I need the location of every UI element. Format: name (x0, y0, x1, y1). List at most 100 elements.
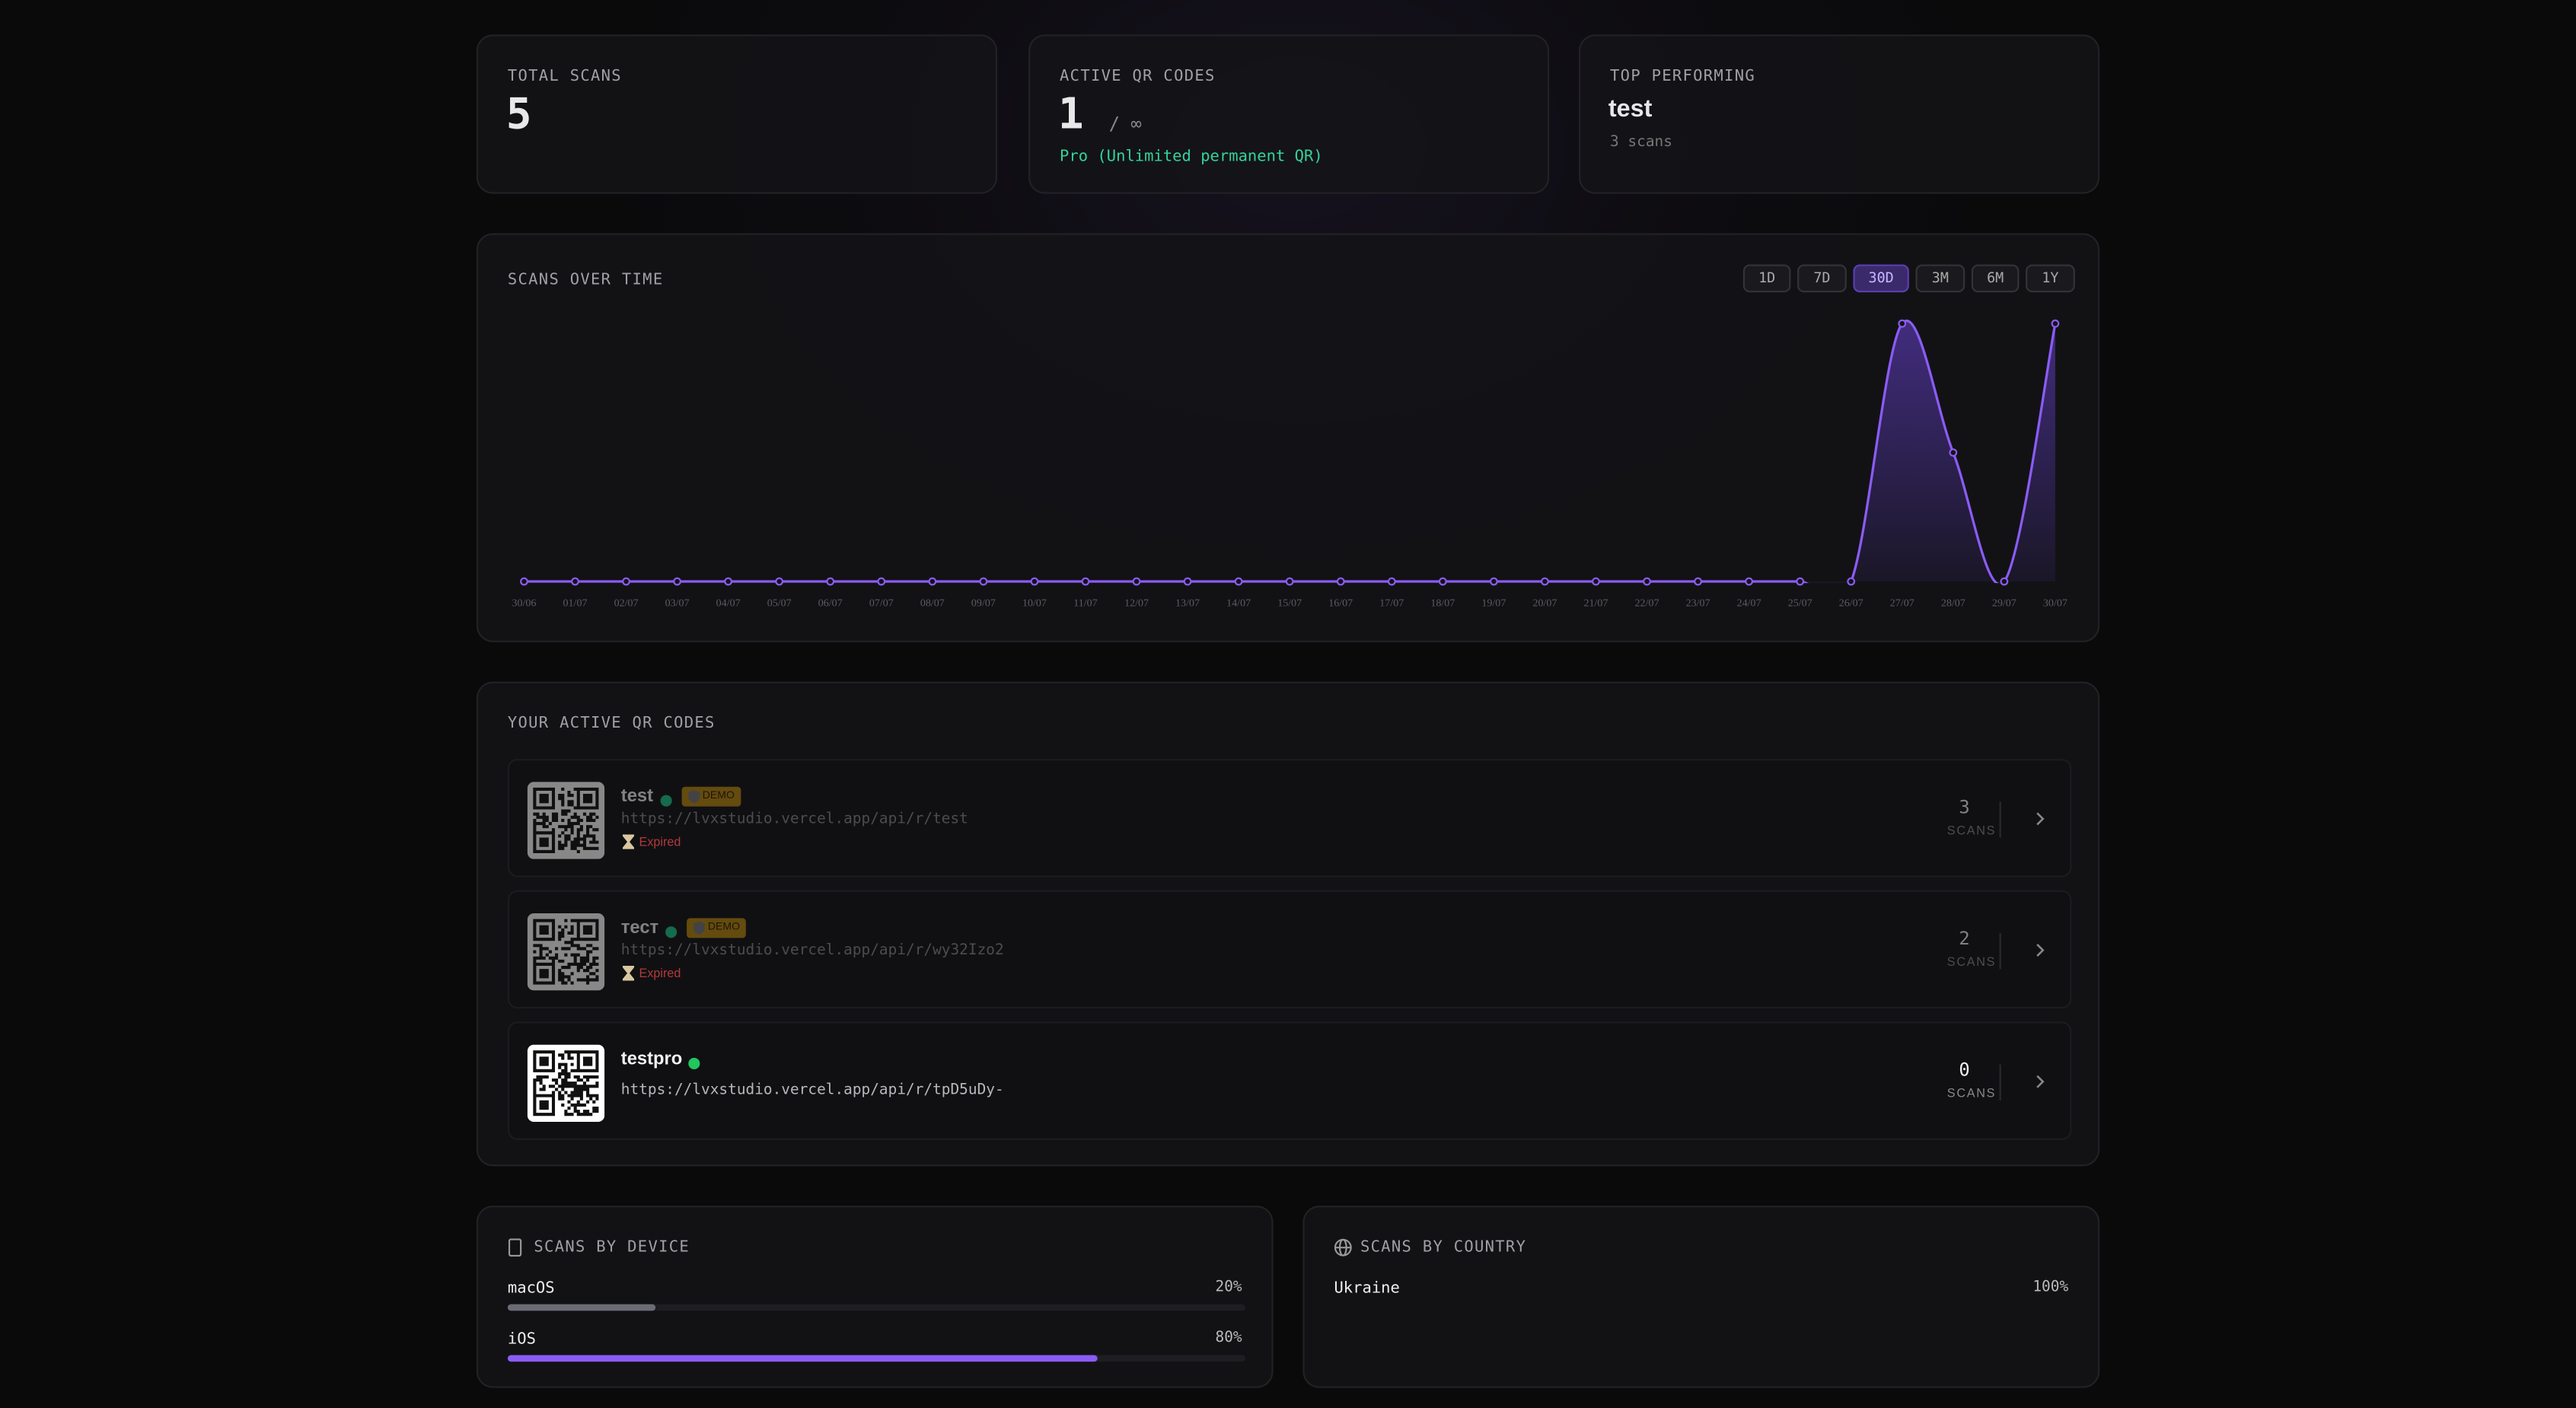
x-tick-label: 05/07 (767, 597, 792, 609)
stat-value: 5 (505, 90, 532, 140)
x-tick-label: 09/07 (971, 597, 996, 609)
range-button[interactable]: 6M (1971, 264, 2020, 293)
qr-name: test (620, 786, 654, 807)
point (1489, 577, 1498, 586)
stat-card: ACTIVE QR CODES 1 / ∞ Pro (Unlimited per… (1028, 34, 1550, 194)
demo-badge: DEMO (681, 786, 741, 807)
x-tick-label: 11/07 (1073, 597, 1097, 609)
point (1898, 319, 1907, 328)
scan-label: SCANS (1946, 823, 1997, 838)
item-percent: 20% (1215, 1279, 1242, 1296)
qr-name: тест (620, 918, 659, 938)
point (1796, 577, 1805, 586)
point (928, 577, 937, 586)
range-button[interactable]: 1Y (2026, 264, 2075, 293)
scan-count: 0 (1959, 1059, 1970, 1081)
section-title: SCANS BY COUNTRY (1360, 1238, 1527, 1257)
x-tick-label: 28/07 (1941, 597, 1965, 609)
x-tick-label: 16/07 (1328, 597, 1353, 609)
point (1592, 577, 1600, 586)
x-tick-label: 25/07 (1788, 597, 1812, 609)
x-tick-label: 10/07 (1022, 597, 1047, 609)
chevron-icon[interactable] (2036, 943, 2045, 957)
qr-url: https://lvxstudio.vercel.app/api/r/tpD5u… (620, 1082, 1004, 1099)
status-label: Expired (639, 966, 681, 981)
item-percent: 80% (1215, 1330, 1242, 1347)
bar-fill (507, 1355, 1098, 1362)
chart-card: SCANS OVER TIME 30/06 01/07 02/07 03/07 04/0… (476, 233, 2100, 642)
item-name: macOS (507, 1279, 555, 1298)
point (571, 577, 579, 586)
divider (1999, 932, 2001, 970)
point (724, 577, 733, 586)
stat-label: TOP PERFORMING (1610, 67, 1756, 86)
chevron-icon[interactable] (2036, 811, 2045, 826)
qr-pattern (533, 1050, 599, 1117)
status-dot (665, 926, 677, 938)
chart-title: SCANS OVER TIME (507, 271, 664, 289)
status-label: Expired (639, 834, 681, 849)
x-tick-label: 15/07 (1277, 597, 1302, 609)
hourglass-icon (622, 966, 635, 981)
point (1387, 577, 1396, 586)
x-tick-label: 30/06 (512, 597, 536, 609)
point (2051, 319, 2060, 328)
device-card: SCANS BY DEVICE macOS 20% iOS 80% (476, 1206, 1274, 1388)
range-button[interactable]: 7D (1797, 264, 1847, 293)
qr-row[interactable]: тест DEMO https://lvxstudio.vercel.app/api… (507, 890, 2072, 1009)
point (1183, 577, 1192, 586)
x-tick-label: 17/07 (1379, 597, 1404, 609)
qr-row[interactable]: testpro https://lvxstudio.vercel.app/api/… (507, 1021, 2072, 1140)
range-button[interactable]: 3M (1915, 264, 1965, 293)
point (622, 577, 630, 586)
x-tick-label: 06/07 (818, 597, 843, 609)
item-name: Ukraine (1334, 1279, 1400, 1298)
qr-image (527, 1044, 605, 1123)
x-tick-label: 30/07 (2043, 597, 2067, 609)
point (1643, 577, 1651, 586)
x-tick-label: 21/07 (1584, 597, 1608, 609)
point (1132, 577, 1141, 586)
phone-icon (508, 1238, 522, 1257)
x-tick-label: 02/07 (614, 597, 639, 609)
point (1336, 577, 1345, 586)
country-card: SCANS BY COUNTRY Ukraine 100% (1302, 1206, 2100, 1388)
point (877, 577, 886, 586)
item-percent: 100% (2032, 1279, 2069, 1296)
section-title: YOUR ACTIVE QR CODES (507, 714, 716, 733)
qr-pattern (533, 919, 599, 985)
range-button[interactable]: 1D (1742, 264, 1791, 293)
point (1847, 577, 1856, 586)
stat-limit: / ∞ (1108, 113, 1142, 135)
point (1081, 577, 1090, 586)
x-tick-label: 23/07 (1686, 597, 1710, 609)
x-tick-label: 01/07 (563, 597, 588, 609)
hourglass-icon (622, 834, 635, 849)
range-button[interactable]: 30D (1853, 264, 1909, 293)
chevron-icon[interactable] (2036, 1074, 2045, 1088)
scan-label: SCANS (1946, 954, 1997, 970)
item-name: iOS (507, 1330, 536, 1349)
plot (524, 320, 2057, 584)
x-tick-label: 14/07 (1226, 597, 1251, 609)
qr-image (527, 782, 605, 859)
section-title: SCANS BY DEVICE (534, 1238, 690, 1257)
plan-label: Pro (Unlimited permanent QR) (1060, 148, 1323, 166)
top-detail: 3 scans (1610, 134, 1672, 151)
badge-text: DEMO (707, 921, 740, 933)
stat-label: ACTIVE QR CODES (1060, 67, 1216, 86)
bar-track (507, 1355, 1245, 1362)
area (524, 320, 2055, 584)
divider (1999, 801, 2001, 838)
qr-list-card: YOUR ACTIVE QR CODES test DEMO https://lvx… (476, 681, 2100, 1167)
bar-fill (507, 1304, 655, 1311)
line (524, 320, 2057, 584)
x-tick-label: 08/07 (920, 597, 945, 609)
x-tick-label: 20/07 (1532, 597, 1557, 609)
divider (1999, 1064, 2001, 1101)
x-tick-label: 18/07 (1430, 597, 1455, 609)
x-tick-label: 24/07 (1737, 597, 1761, 609)
point (1030, 577, 1039, 586)
qr-row[interactable]: test DEMO https://lvxstudio.vercel.app/api… (507, 759, 2072, 878)
shield-icon (687, 790, 700, 804)
